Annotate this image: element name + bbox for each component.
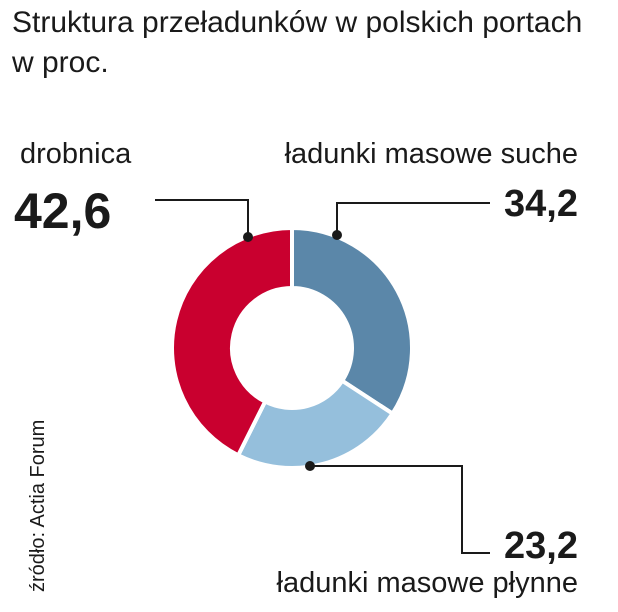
leader-line [310,465,490,554]
leader-line [336,202,490,235]
value-label: 23,2 [504,525,578,567]
donut-segment [170,225,294,458]
value-label: 34,2 [504,183,578,225]
chart-subtitle: w proc. [11,46,109,79]
chart-title: Struktura przeładunków w polskich portac… [12,6,582,39]
leader-dot [305,461,315,471]
category-label: ładunki masowe suche [285,138,578,170]
category-label: drobnica [20,138,132,170]
source: źródło: Actia Forum [27,420,49,592]
category-label: ładunki masowe płynne [277,567,578,599]
donut-segment [290,225,414,417]
value-label: 42,6 [14,183,111,239]
donut-segment [235,378,396,470]
leader-dot [332,230,342,240]
leader-dot [243,232,253,242]
leader-line [155,199,249,237]
